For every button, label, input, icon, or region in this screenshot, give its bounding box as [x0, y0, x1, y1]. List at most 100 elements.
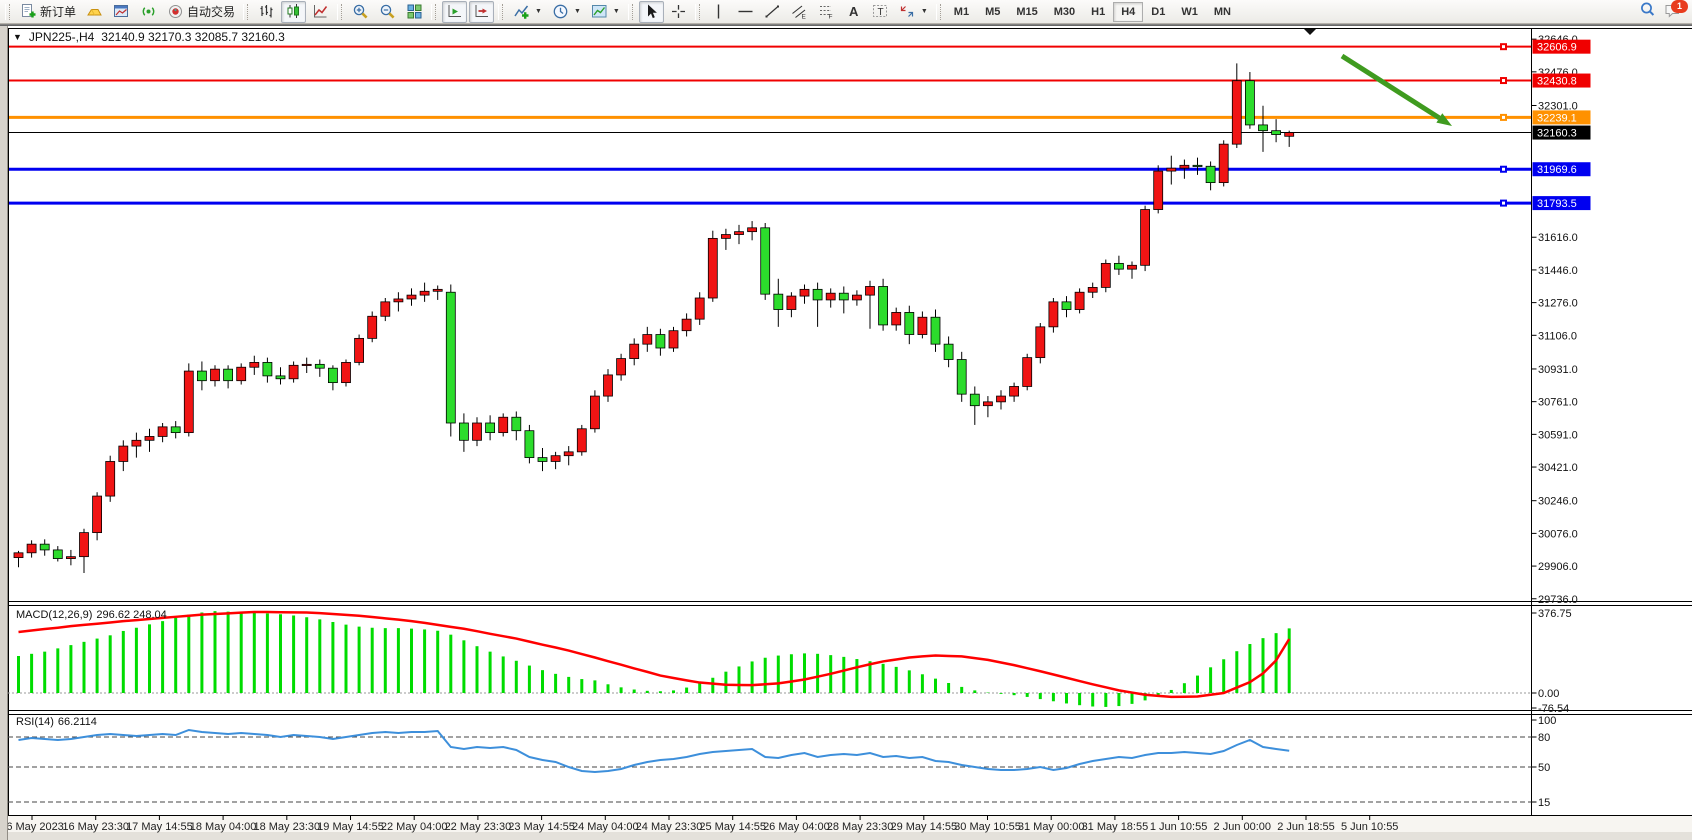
notification-badge: 1	[1671, 0, 1688, 13]
svg-text:30 May 10:55: 30 May 10:55	[954, 821, 1021, 833]
templates-button[interactable]: ▼	[587, 1, 624, 23]
candle-bull	[786, 295, 797, 310]
tf-button-M5[interactable]: M5	[985, 5, 1001, 18]
hline-icon	[738, 10, 753, 13]
candle-bear	[930, 316, 941, 345]
svg-text:50: 50	[1538, 762, 1550, 774]
indicators-button[interactable]: ▼	[509, 1, 546, 23]
svg-text:24 May 04:00: 24 May 04:00	[572, 821, 639, 833]
rsi-indicator-label: RSI(14) 66.2114	[16, 716, 97, 728]
candle-bear	[773, 293, 784, 310]
trend-arrow-annotation[interactable]	[1340, 53, 1452, 126]
autotrading-button[interactable]: 自动交易	[163, 1, 239, 23]
svg-text:31969.6: 31969.6	[1537, 164, 1577, 176]
autotrading-icon	[169, 5, 183, 18]
crosshair-button[interactable]	[666, 1, 691, 23]
signals-button[interactable]	[136, 1, 161, 23]
new-chart-button[interactable]	[109, 1, 134, 23]
tf-button-H1[interactable]: H1	[1091, 5, 1106, 18]
candle-bull	[1087, 287, 1098, 293]
candle-bull	[694, 297, 705, 320]
bar-chart-icon	[260, 5, 273, 18]
chevron-down-icon[interactable]: ▼	[535, 8, 542, 15]
zoom-out-button[interactable]	[375, 1, 400, 23]
trendline-button[interactable]	[760, 1, 785, 23]
candle-bull	[1179, 164, 1190, 169]
zoom-in-button[interactable]	[348, 1, 373, 23]
candle-bull	[131, 439, 142, 447]
chart-shift-button[interactable]	[469, 0, 495, 23]
autotrading-button-label: 自动交易	[187, 5, 236, 19]
svg-text:E: E	[801, 14, 806, 21]
candle-bear	[39, 543, 50, 551]
fibonacci-button[interactable]: F	[814, 1, 839, 23]
candle-bull	[288, 364, 299, 380]
tf-button-D1[interactable]: D1	[1151, 5, 1166, 18]
candles-button[interactable]	[281, 0, 307, 23]
tf-button-M30[interactable]: M30	[1053, 5, 1076, 18]
line-button[interactable]	[308, 1, 333, 23]
auto-scroll-button[interactable]	[442, 0, 468, 23]
candle-bull	[210, 368, 220, 382]
svg-text:31106.0: 31106.0	[1538, 330, 1577, 342]
macd-signal-line	[18, 610, 1291, 699]
svg-text:A: A	[849, 4, 859, 19]
svg-text:32160.3: 32160.3	[1537, 128, 1577, 140]
chevron-down-icon[interactable]: ▼	[920, 8, 928, 15]
candle-bull	[1022, 357, 1033, 387]
tf-button-H4[interactable]: H4	[1113, 1, 1144, 22]
svg-text:30931.0: 30931.0	[1538, 364, 1578, 376]
candlestick-series	[13, 63, 1295, 573]
candle-bear	[760, 227, 771, 295]
candle-bull	[498, 416, 509, 434]
rsi-value: 66.2114	[57, 716, 97, 728]
cursor-button[interactable]	[638, 0, 664, 23]
svg-text:28 May 23:30: 28 May 23:30	[827, 821, 894, 833]
chart-canvas[interactable]: 32646.032476.032301.031616.031446.031276…	[8, 26, 1692, 840]
candle-bull	[236, 366, 247, 382]
vertical-line-button[interactable]	[706, 1, 731, 23]
svg-text:29 May 14:55: 29 May 14:55	[890, 821, 957, 833]
text-button[interactable]: A	[841, 1, 866, 23]
chevron-down-icon[interactable]: ▼	[573, 8, 581, 15]
svg-text:376.75: 376.75	[1538, 608, 1572, 620]
candle-bull	[66, 556, 76, 559]
tile-windows-button[interactable]	[402, 1, 427, 23]
candle-bull	[747, 227, 757, 233]
horizontal-line-button[interactable]	[733, 1, 758, 23]
scroll-end-marker-icon[interactable]	[1304, 29, 1316, 35]
bars-button[interactable]	[254, 1, 279, 23]
candle-bull	[563, 451, 574, 457]
candle-bull	[865, 286, 875, 296]
new-order-button[interactable]: 新订单	[16, 1, 80, 23]
indicators-icon	[514, 5, 529, 19]
tf-button-M15[interactable]: M15	[1016, 5, 1038, 18]
candle-bull	[367, 315, 378, 339]
price-tags: 32606.9 32430.8 32239.1 31969.6 31793.5 32160…	[1532, 39, 1591, 211]
crosshair-icon	[671, 5, 685, 18]
periods-button[interactable]: ▼	[548, 1, 585, 23]
svg-text:31446.0: 31446.0	[1538, 265, 1578, 277]
chevron-down-icon[interactable]: ▼	[612, 8, 620, 15]
candle-bull	[1048, 301, 1059, 328]
candle-bull	[1127, 264, 1137, 270]
horizontal-level-lines[interactable]	[8, 43, 1532, 207]
gold-button[interactable]	[82, 1, 107, 23]
candle-bull	[13, 552, 24, 559]
tf-button-MN[interactable]: MN	[1213, 5, 1231, 18]
candle-bear	[275, 375, 286, 380]
channel-button[interactable]: E	[787, 1, 812, 23]
arrows-button[interactable]: ▼	[895, 1, 932, 23]
notifications-button[interactable]: 1	[1664, 0, 1688, 22]
one-click-expander-icon[interactable]: ▼	[13, 32, 22, 42]
text-label-button[interactable]: T	[868, 1, 893, 23]
svg-text:24 May 23:30: 24 May 23:30	[636, 821, 703, 833]
candle-bull	[629, 343, 640, 359]
search-button[interactable]	[1639, 1, 1656, 23]
tf-button-W1[interactable]: W1	[1181, 5, 1198, 18]
tile-windows-icon	[407, 4, 422, 19]
candle-bull	[92, 495, 102, 534]
candle-bull	[576, 428, 587, 453]
tf-button-M1[interactable]: M1	[953, 5, 970, 18]
